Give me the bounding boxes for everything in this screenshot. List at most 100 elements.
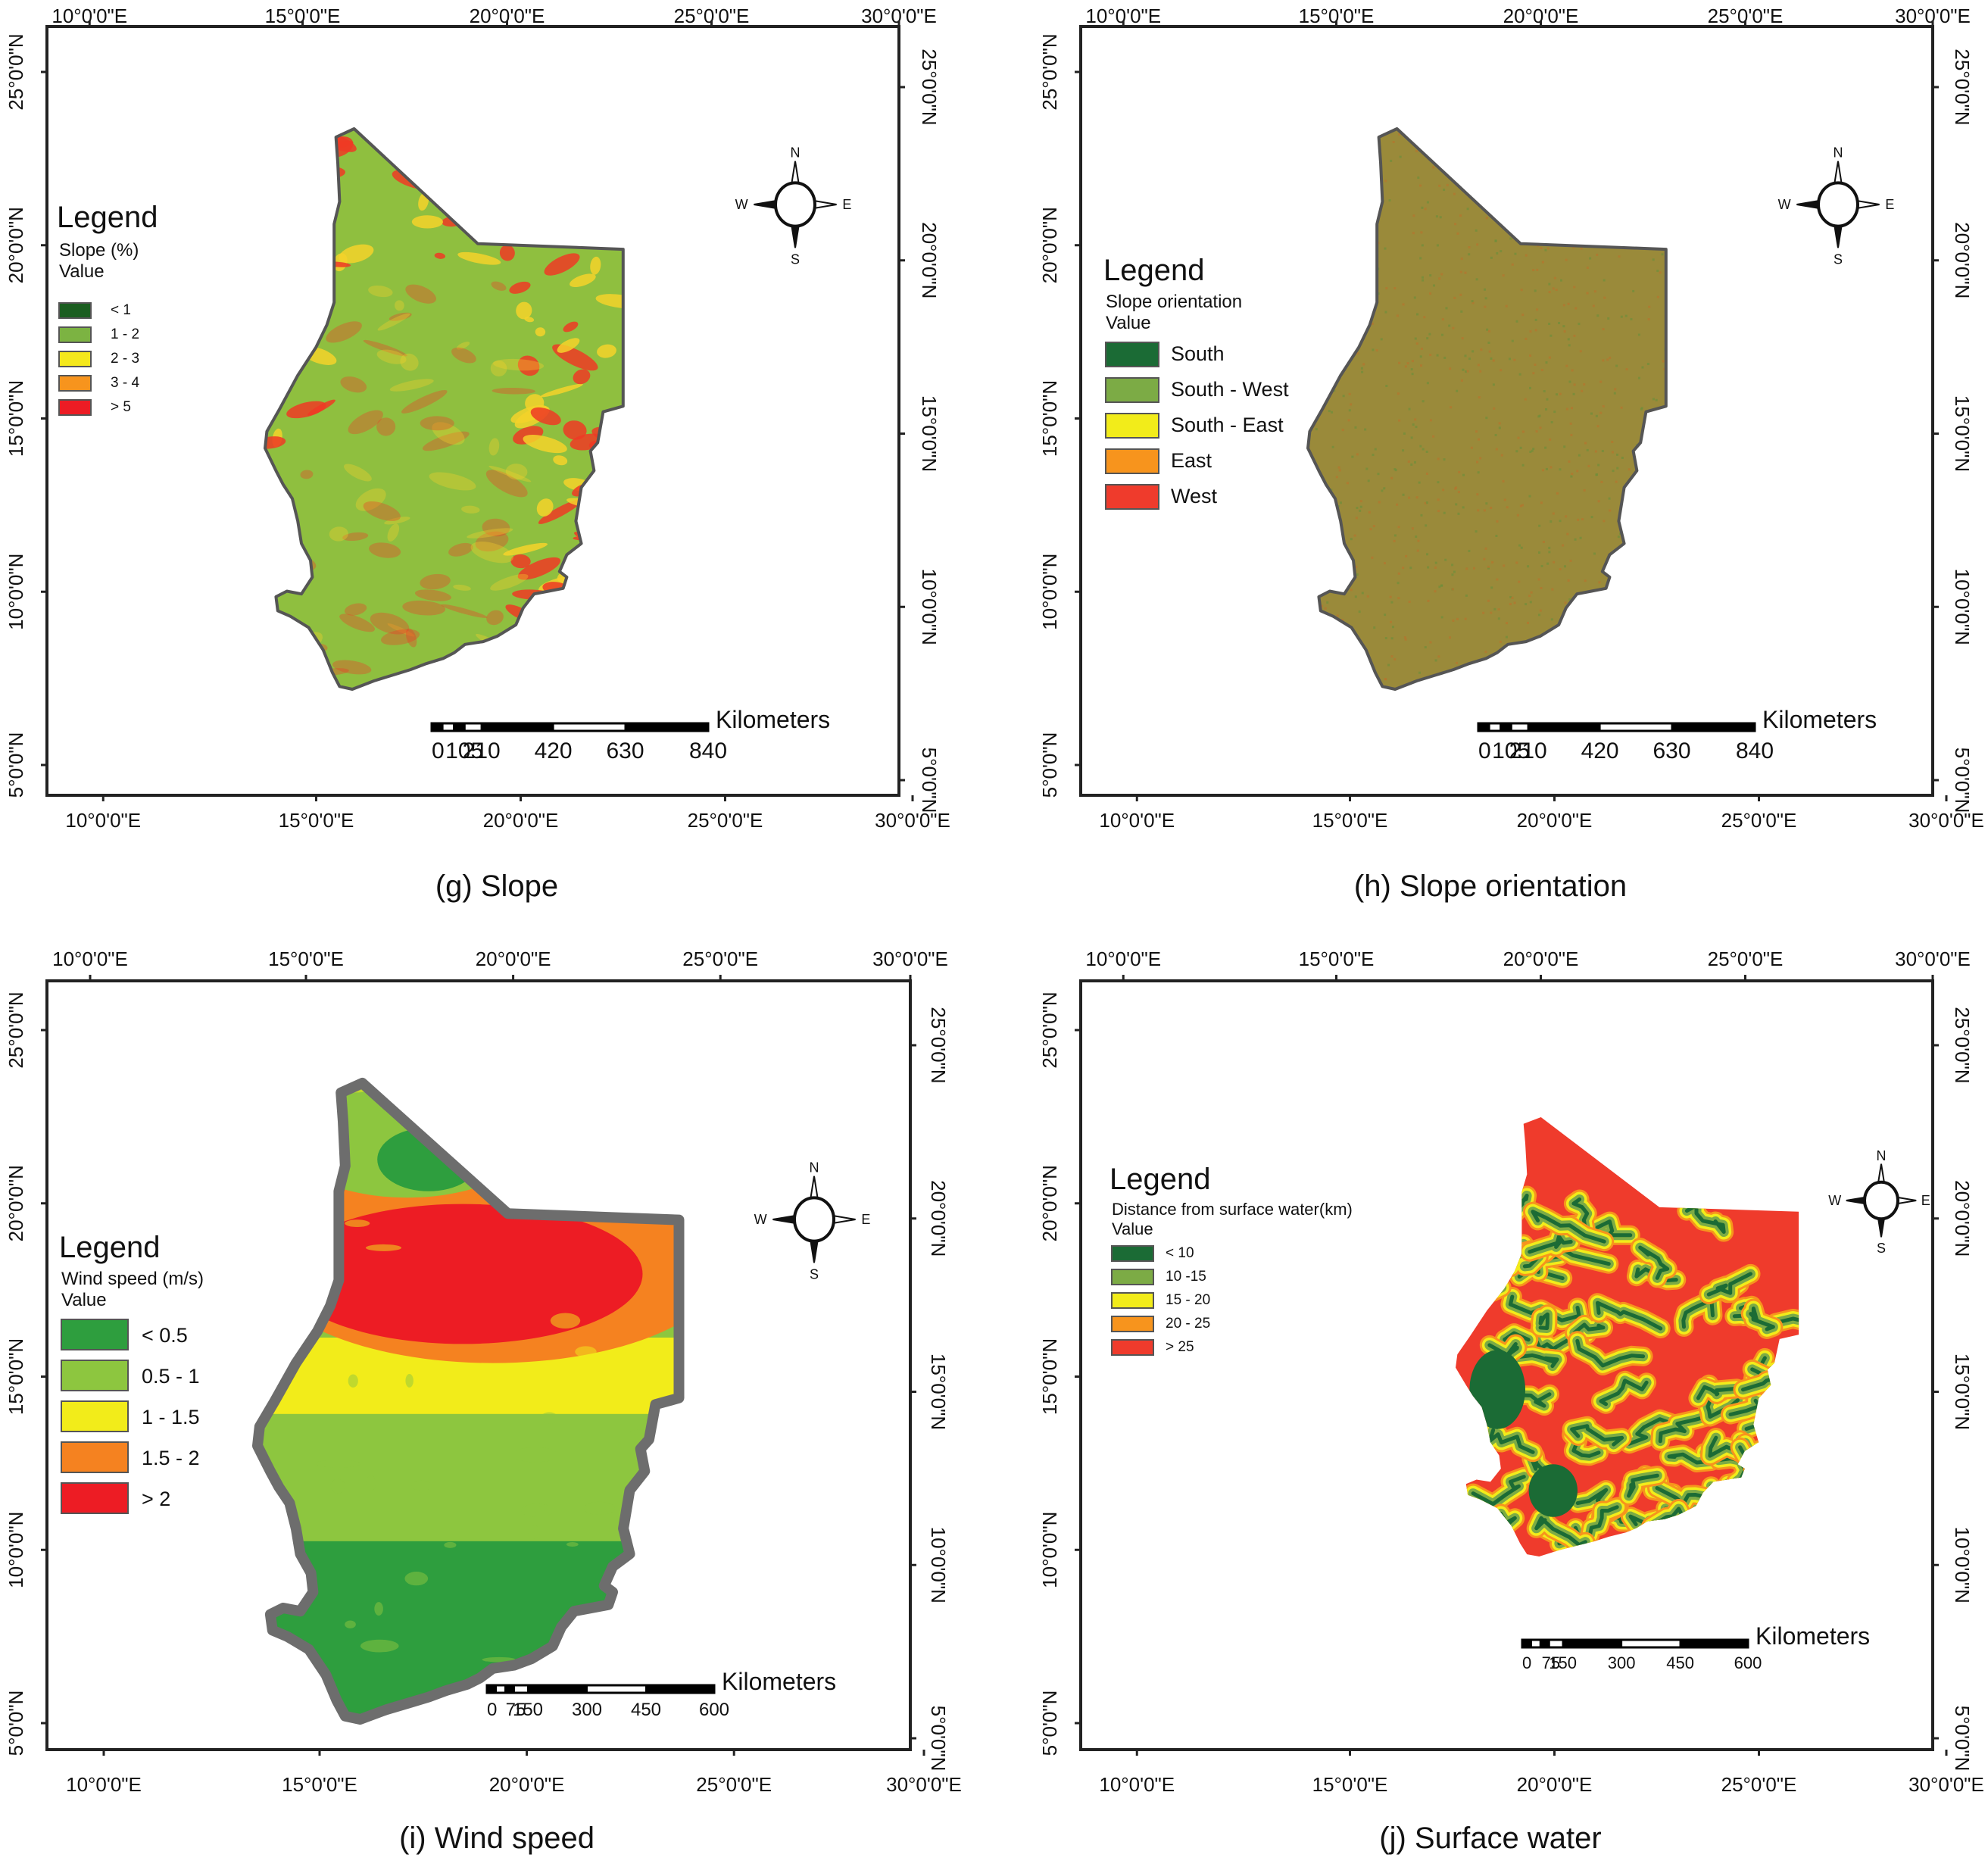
raster-pixel xyxy=(1334,644,1337,647)
water-buffer-15 xyxy=(1468,1258,1511,1279)
raster-pixel xyxy=(1611,585,1614,589)
chad-orientation-raster xyxy=(1306,127,1668,691)
raster-pixel xyxy=(1334,623,1337,626)
raster-pixel xyxy=(1475,229,1478,232)
raster-pixel xyxy=(1417,539,1420,542)
raster-pixel xyxy=(1543,390,1546,393)
raster-pixel xyxy=(1482,611,1485,614)
raster-pixel xyxy=(1429,641,1432,644)
raster-pixel xyxy=(1623,504,1626,507)
raster-pixel xyxy=(1661,141,1664,144)
raster-patch xyxy=(597,344,616,358)
raster-pixel xyxy=(1550,334,1553,337)
raster-pixel xyxy=(1595,473,1598,476)
raster-patch xyxy=(585,600,608,616)
raster-patch xyxy=(668,1569,679,1581)
raster-pixel xyxy=(1509,595,1512,598)
raster-patch xyxy=(517,355,540,376)
raster-pixel xyxy=(1615,364,1618,367)
raster-pixel xyxy=(1384,311,1387,314)
raster-pixel xyxy=(1567,579,1570,582)
raster-pixel xyxy=(1541,261,1544,264)
raster-patch xyxy=(516,301,532,320)
raster-pixel xyxy=(1548,356,1551,359)
raster-patch xyxy=(429,472,476,491)
raster-pixel xyxy=(1480,348,1483,351)
raster-patch xyxy=(660,1497,679,1508)
lat-labels-left: 25°0'0"N 20°0'0"N 15°0'0"N 10°0'0"N 5°0'0"N xyxy=(5,991,47,1756)
raster-pixel xyxy=(1375,349,1378,352)
legend: Legend Distance from surface water(km)Val… xyxy=(1109,1163,1353,1356)
raster-pixel xyxy=(1593,651,1596,654)
raster-patch xyxy=(265,248,298,264)
raster-pixel xyxy=(1532,372,1535,375)
raster-pixel xyxy=(1468,253,1471,256)
lon-labels-bottom: 10°0'0"E 15°0'0"E 20°0'0"E 25°0'0"E 30°0'0"E xyxy=(1099,1750,1984,1796)
map-frame xyxy=(1079,25,1934,797)
raster-pixel xyxy=(1607,663,1610,667)
legend-item-label: South - West xyxy=(1171,378,1289,401)
water-channel xyxy=(1531,1210,1606,1244)
raster-pixel xyxy=(1563,565,1566,568)
raster-pixel xyxy=(1655,609,1658,612)
lat-label-right: 25°0'0"N xyxy=(918,48,941,125)
raster-pixel xyxy=(1594,626,1597,629)
raster-pixel xyxy=(1403,432,1406,435)
raster-pixel xyxy=(1333,389,1336,392)
raster-pixel xyxy=(1531,449,1534,452)
raster-pixel xyxy=(1540,657,1543,660)
raster-pixel xyxy=(1592,304,1595,308)
raster-pixel xyxy=(1378,195,1381,198)
raster-pixel xyxy=(1393,657,1397,660)
raster-pixel xyxy=(1563,445,1566,448)
lon-labels-top: 10°0'0"E 15°0'0"E 20°0'0"E 25°0'0"E 30°0'0"E xyxy=(1085,5,1971,27)
raster-patch xyxy=(405,284,436,304)
raster-patch xyxy=(538,592,560,607)
raster-pixel xyxy=(1487,567,1490,570)
raster-pixel xyxy=(1328,410,1331,413)
raster-patch xyxy=(570,195,595,211)
raster-pixel xyxy=(1445,146,1448,149)
raster-patch xyxy=(570,273,596,288)
lon-label-top: 20°0'0"E xyxy=(1503,948,1579,970)
raster-pixel xyxy=(1529,601,1532,604)
scale-tick-label: 420 xyxy=(535,738,573,763)
raster-patch xyxy=(434,252,446,259)
raster-pixel xyxy=(1651,190,1654,193)
raster-pixel xyxy=(1613,392,1616,395)
raster-pixel xyxy=(1319,176,1322,180)
raster-pixel xyxy=(1499,640,1502,643)
water-buffer-25 xyxy=(1465,1269,1512,1302)
raster-patch xyxy=(308,189,320,199)
raster-pixel xyxy=(1314,675,1317,678)
raster-pixel xyxy=(1388,199,1391,202)
raster-pixel xyxy=(1372,166,1375,169)
raster-pixel xyxy=(1350,538,1353,541)
raster-patch xyxy=(588,141,623,160)
raster-pixel xyxy=(1615,480,1618,483)
raster-pixel xyxy=(1504,213,1507,216)
raster-pixel xyxy=(1654,484,1657,487)
raster-patch xyxy=(432,422,465,445)
legend-item-label: > 25 xyxy=(1166,1339,1194,1355)
raster-pixel xyxy=(1539,161,1542,164)
lat-label-left: 10°0'0"N xyxy=(5,554,27,630)
raster-pixel xyxy=(1427,599,1430,602)
raster-pixel xyxy=(1631,505,1634,508)
water-channel xyxy=(1774,1412,1798,1440)
raster-pixel xyxy=(1560,279,1563,282)
raster-pixel xyxy=(1503,498,1506,501)
raster-pixel xyxy=(1322,495,1325,498)
raster-patch xyxy=(491,281,507,291)
raster-patch xyxy=(360,1639,399,1653)
raster-patch xyxy=(369,542,401,558)
raster-pixel xyxy=(1614,388,1617,391)
raster-pixel xyxy=(1352,294,1355,297)
raster-pixel xyxy=(1452,326,1455,329)
raster-pixel xyxy=(1359,509,1362,512)
raster-pixel xyxy=(1458,470,1461,473)
raster-pixel xyxy=(1498,185,1501,188)
raster-pixel xyxy=(1422,276,1425,279)
raster-pixel xyxy=(1415,535,1418,539)
